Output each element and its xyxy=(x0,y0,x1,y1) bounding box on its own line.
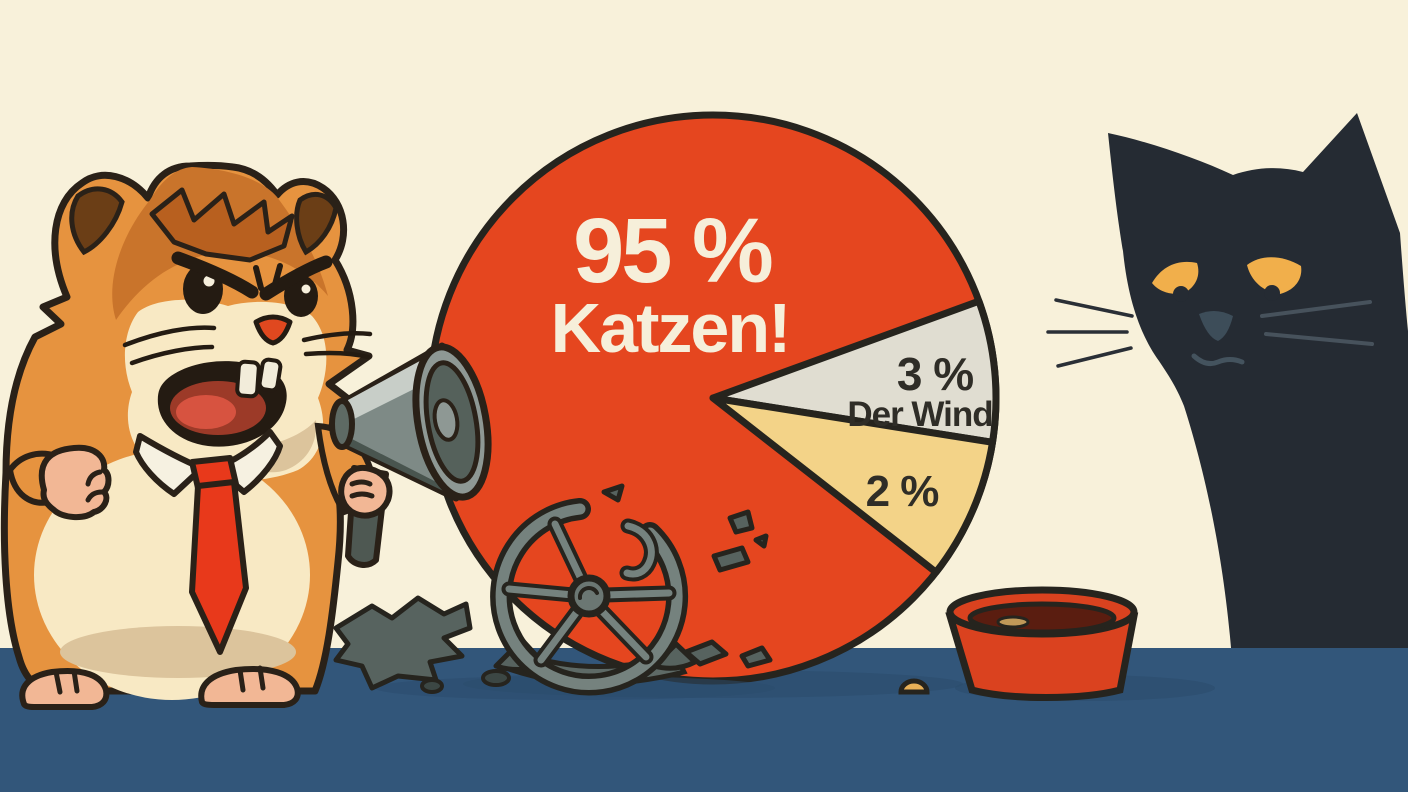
debris-bit-4 xyxy=(753,533,769,549)
pie-chart: 95 % Katzen! 3 % Der Wind 2 % xyxy=(426,111,1000,685)
wheel-hub-detail xyxy=(577,586,599,600)
debris-bit-5 xyxy=(683,639,729,667)
megaphone-bell-hole xyxy=(432,398,460,442)
cat-whiskers-right xyxy=(1260,300,1374,346)
left-fist xyxy=(38,444,112,520)
right-foot-toes xyxy=(237,665,266,693)
broken-hamster-wheel xyxy=(375,498,775,700)
cat-right-eye xyxy=(1247,257,1302,294)
black-cat xyxy=(1046,113,1408,660)
kibble-on-floor xyxy=(898,678,930,695)
megaphone xyxy=(329,342,492,568)
tongue xyxy=(176,395,236,429)
tooth-right xyxy=(257,357,283,393)
debris-bit-2 xyxy=(727,509,755,535)
pie-label-katzen: Katzen! xyxy=(551,289,790,367)
wheel-rim xyxy=(495,503,683,691)
left-foot xyxy=(19,668,110,710)
hamster-right-eye-glint xyxy=(301,284,311,294)
megaphone-cone-shadow xyxy=(349,438,456,497)
hamster-character xyxy=(0,161,492,710)
collar-left xyxy=(133,433,205,497)
debris-pebble-1 xyxy=(420,678,444,694)
hamster-right-ear-inner xyxy=(294,191,339,256)
cat-left-eye xyxy=(1152,261,1199,294)
hamster-left-brow xyxy=(171,251,259,299)
hamster-brow-crease xyxy=(253,263,283,291)
cat-silhouette xyxy=(1108,113,1408,660)
hamster-mouth xyxy=(157,357,287,447)
bowl-body xyxy=(945,612,1139,701)
cat-left-pupil xyxy=(1173,286,1189,302)
pie-label-3-percent: 3 % xyxy=(897,348,973,400)
tie-blade xyxy=(189,479,249,655)
hamster-nose xyxy=(253,314,293,346)
wheel-spokes xyxy=(505,520,673,664)
pie-label-der-wind: Der Wind xyxy=(847,395,992,434)
cat-nose xyxy=(1199,310,1233,341)
debris-bit-3 xyxy=(711,545,751,573)
debris-cluster xyxy=(333,595,473,691)
hamster-left-ear-inner xyxy=(69,186,125,256)
hamster-whiskers xyxy=(122,325,373,366)
debris-bit-6 xyxy=(739,645,773,669)
left-fist-fingers xyxy=(85,469,105,503)
hamster-belly-shade xyxy=(60,626,296,678)
tooth-left xyxy=(235,359,261,399)
wheel-broken-spoke xyxy=(623,522,655,578)
hamster-hair-fringe xyxy=(149,187,295,263)
food-bowl xyxy=(898,586,1139,701)
pie-label-2-percent: 2 % xyxy=(866,467,939,516)
cat-whiskers-left xyxy=(1046,298,1134,368)
cat-right-pupil xyxy=(1264,285,1280,301)
wheel-hub xyxy=(567,574,611,618)
pie-label-95-percent: 95 % xyxy=(573,200,772,302)
pie-slice-2-percent xyxy=(709,394,996,576)
kibble-in-bowl xyxy=(996,615,1030,629)
bowl-interior xyxy=(967,601,1117,635)
cat-mouth xyxy=(1191,353,1245,366)
debris-bit-1 xyxy=(601,483,625,503)
right-foot xyxy=(198,666,301,708)
left-foot-toes xyxy=(53,668,80,695)
right-paw-fingers xyxy=(349,479,375,499)
megaphone-mouthpiece xyxy=(329,398,355,450)
debris-pebble-2 xyxy=(481,669,511,687)
debris xyxy=(333,483,773,694)
